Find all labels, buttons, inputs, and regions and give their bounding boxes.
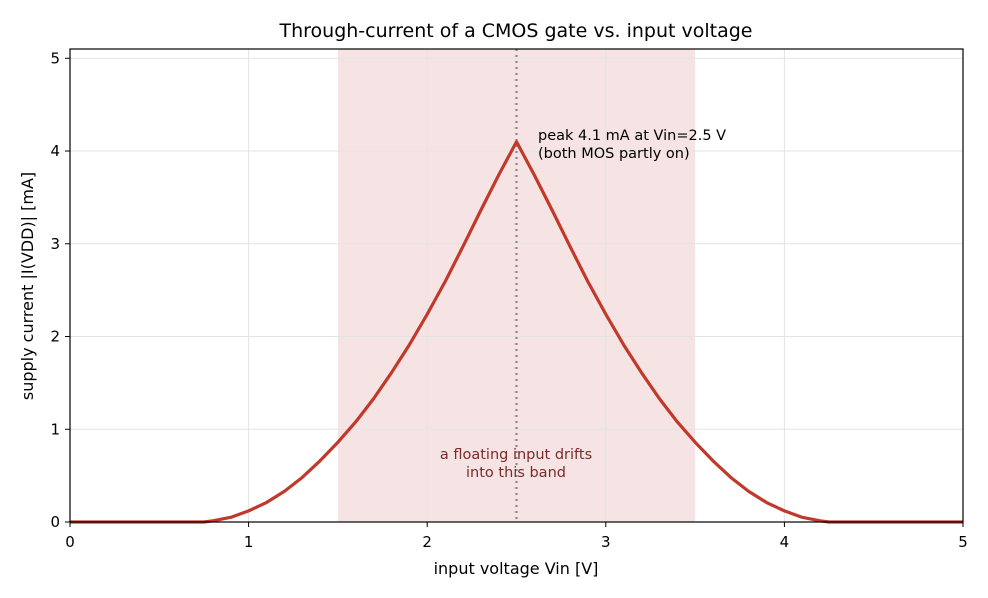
peak-annotation-line2: (both MOS partly on) [538, 146, 690, 162]
y-axis-label: supply current |I(VDD)| [mA] [18, 172, 37, 400]
y-tick-label: 5 [50, 49, 60, 67]
y-tick-label: 3 [50, 235, 60, 253]
y-axis: 0 1 2 3 4 5 [50, 49, 70, 531]
chart-title: Through-current of a CMOS gate vs. input… [278, 20, 752, 42]
y-tick-label: 2 [50, 328, 60, 346]
plot-frame [69, 48, 964, 523]
y-tick-label: 4 [50, 142, 60, 160]
x-tick-label: 5 [958, 533, 968, 551]
band-annotation-line1: a floating input drifts [440, 447, 592, 463]
band-annotation-line2: into this band [466, 465, 566, 481]
x-axis: 0 1 2 3 4 5 [65, 522, 968, 551]
x-tick-label: 2 [422, 533, 432, 551]
x-tick-label: 4 [780, 533, 790, 551]
x-axis-label: input voltage Vin [V] [434, 559, 599, 578]
x-tick-label: 3 [601, 533, 611, 551]
x-tick-label: 1 [244, 533, 254, 551]
series-line [70, 140, 963, 524]
peak-annotation-line1: peak 4.1 mA at Vin=2.5 V [538, 128, 726, 144]
y-tick-label: 1 [50, 420, 60, 438]
x-tick-label: 0 [65, 533, 75, 551]
y-tick-label: 0 [50, 513, 60, 531]
